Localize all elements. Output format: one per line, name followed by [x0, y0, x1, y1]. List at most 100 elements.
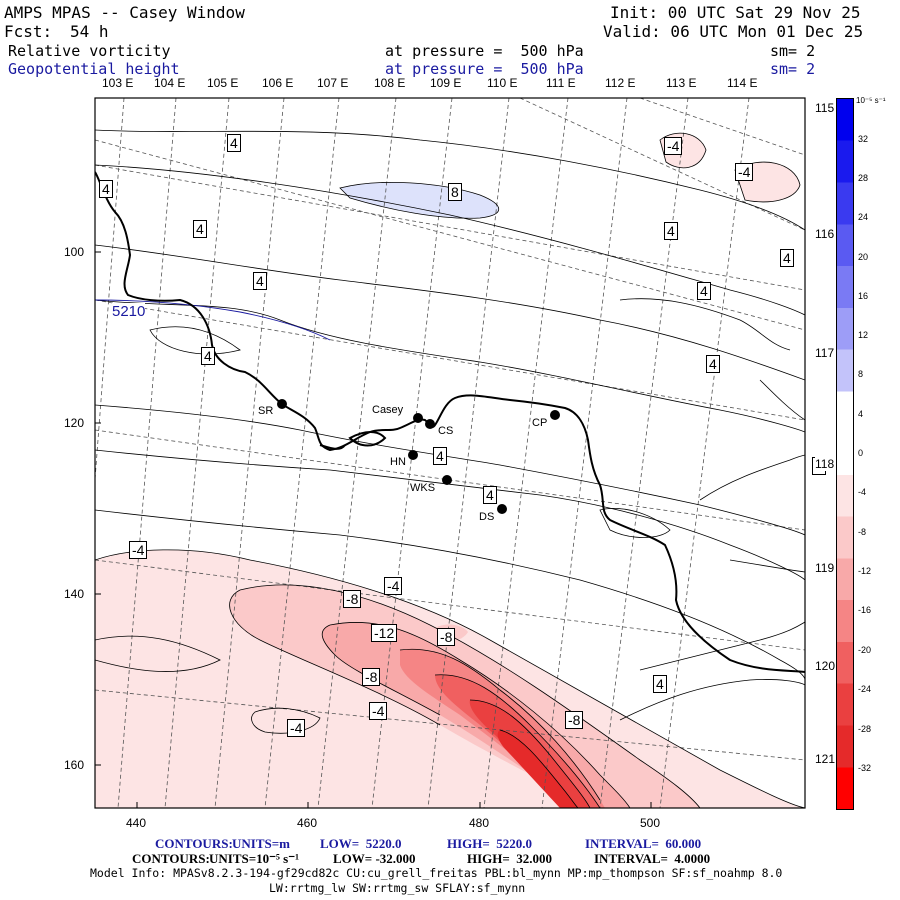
- colorbar-tick: 8: [858, 369, 864, 379]
- contour-label: -4: [369, 702, 388, 720]
- height-contour: [95, 299, 331, 341]
- init-time: Init: 00 UTC Sat 29 Nov 25: [610, 3, 861, 22]
- contour-label: -4: [384, 577, 403, 595]
- vort-contours-low: LOW= -32.000: [333, 851, 416, 866]
- contour-label: 4: [780, 249, 794, 267]
- colorbar-tick: 20: [858, 252, 869, 262]
- field1-smooth: sm= 2: [770, 42, 816, 60]
- lon-label-106: 106 E: [262, 76, 294, 90]
- contour-label: 4: [253, 272, 267, 290]
- lon-label-113: 113 E: [666, 76, 697, 90]
- station-hn-marker: [408, 450, 418, 460]
- contour-label: 4: [433, 447, 447, 465]
- station-label-cs: CS: [438, 425, 454, 437]
- colorbar-tick: 32: [858, 134, 869, 144]
- height-contours-label: CONTOURS:: [155, 836, 233, 851]
- contour-label: -4: [287, 719, 306, 737]
- y-tick-label: 100: [64, 245, 85, 259]
- station-cp-marker: [550, 410, 560, 420]
- station-ds-marker: [497, 504, 507, 514]
- height-contours-low: LOW= 5220.0: [320, 836, 402, 851]
- colorbar-tick: -8: [858, 527, 867, 537]
- lon-label-104: 104 E: [154, 76, 186, 90]
- axis-ticks: [95, 251, 652, 808]
- stations: [277, 399, 560, 514]
- contour-label: 4: [653, 675, 667, 693]
- forecast-label: Fcst:: [4, 22, 53, 41]
- vorticity-shading: [95, 133, 805, 808]
- plot-title: AMPS MPAS -- Casey Window: [4, 3, 245, 22]
- lon-label-105: 105 E: [207, 76, 239, 90]
- contour-label: -12: [371, 624, 398, 642]
- valid-time: Valid: 06 UTC Mon 01 Dec 25: [603, 22, 864, 41]
- lon-label-110: 110 E: [487, 76, 518, 90]
- colorbar-tick: -24: [858, 684, 872, 694]
- contour-label: -4: [664, 137, 683, 155]
- lon-label-114: 114 E: [727, 76, 758, 90]
- station-sr-marker: [277, 399, 287, 409]
- station-label-casey: Casey: [372, 404, 404, 416]
- station-label-ds: DS: [479, 511, 495, 523]
- contour-label: 4: [201, 347, 215, 365]
- contour-label: 4: [697, 282, 711, 300]
- lon-label-107: 107 E: [317, 76, 349, 90]
- field2-name: Geopotential height: [8, 60, 180, 78]
- vort-contours-units: UNITS=10⁻⁵ s⁻¹: [209, 851, 299, 866]
- y-tick-label: 160: [64, 758, 85, 772]
- lon-label-103: 103 E: [102, 76, 134, 90]
- vort-contours-interval: INTERVAL= 4.0000: [594, 851, 711, 866]
- model-info: Model Info: MPASv8.2.3-194-gf29cd82c CU:…: [90, 866, 783, 880]
- colorbar-tick: 12: [858, 330, 869, 340]
- field1-name: Relative vorticity: [8, 42, 171, 60]
- contour-label: -4: [735, 163, 754, 181]
- colorbar-tick: 4: [858, 409, 864, 419]
- forecast-hour: 54 h: [70, 22, 109, 41]
- height-contour-label: 5210: [112, 303, 146, 320]
- contour-label: -8: [437, 628, 456, 646]
- colorbar-tick: 0: [858, 448, 864, 458]
- contour-label: 8: [448, 183, 462, 201]
- map-frame: [94, 97, 806, 809]
- height-contours-high: HIGH= 5220.0: [447, 836, 533, 851]
- station-label-cp: CP: [532, 417, 548, 429]
- colorbar-unit: 10⁻⁵ s⁻¹: [856, 96, 886, 105]
- lon-label-109: 109 E: [430, 76, 462, 90]
- x-tick-label: 440: [126, 816, 147, 830]
- station-cs-marker: [425, 419, 435, 429]
- field1-level: at pressure = 500 hPa: [385, 42, 584, 60]
- contour-label: -8: [343, 590, 362, 608]
- contour-label: -8: [565, 711, 584, 729]
- station-label-sr: SR: [258, 405, 274, 417]
- y-tick-label: 120: [64, 416, 85, 430]
- colorbar-tick: -28: [858, 724, 872, 734]
- lon-label-111: 111 E: [546, 76, 576, 90]
- colorbar: [836, 98, 854, 810]
- station-casey-marker: [413, 413, 423, 423]
- colorbar-tick: -12: [858, 566, 872, 576]
- station-label-hn: HN: [390, 456, 406, 468]
- station-label-wks: WKS: [410, 482, 436, 494]
- x-tick-label: 460: [297, 816, 318, 830]
- colorbar-tick: -4: [858, 487, 867, 497]
- contour-label: 4: [193, 220, 207, 238]
- field2-smooth: sm= 2: [770, 60, 816, 78]
- contour-label: 4: [99, 180, 113, 198]
- colorbar-tick: 24: [858, 212, 869, 222]
- contour-label: -8: [362, 668, 381, 686]
- height-contours-units: UNITS=m: [232, 836, 290, 851]
- model-info-2: LW:rrtmg_lw SW:rrtmg_sw SFLAY:sf_mynn: [269, 881, 526, 895]
- colorbar-tick: -20: [858, 645, 872, 655]
- contour-label: -4: [129, 541, 148, 559]
- vort-contours-high: HIGH= 32.000: [467, 851, 553, 866]
- contour-label: 4: [227, 134, 241, 152]
- contour-label: 4: [706, 355, 720, 373]
- colorbar-tick: 28: [858, 173, 869, 183]
- colorbar-tick: -32: [858, 763, 872, 773]
- colorbar-tick: -16: [858, 605, 872, 615]
- x-tick-label: 480: [469, 816, 490, 830]
- station-wks-marker: [442, 475, 452, 485]
- y-tick-label: 140: [64, 587, 85, 601]
- contour-label: 4: [483, 486, 497, 504]
- x-tick-label: 500: [640, 816, 661, 830]
